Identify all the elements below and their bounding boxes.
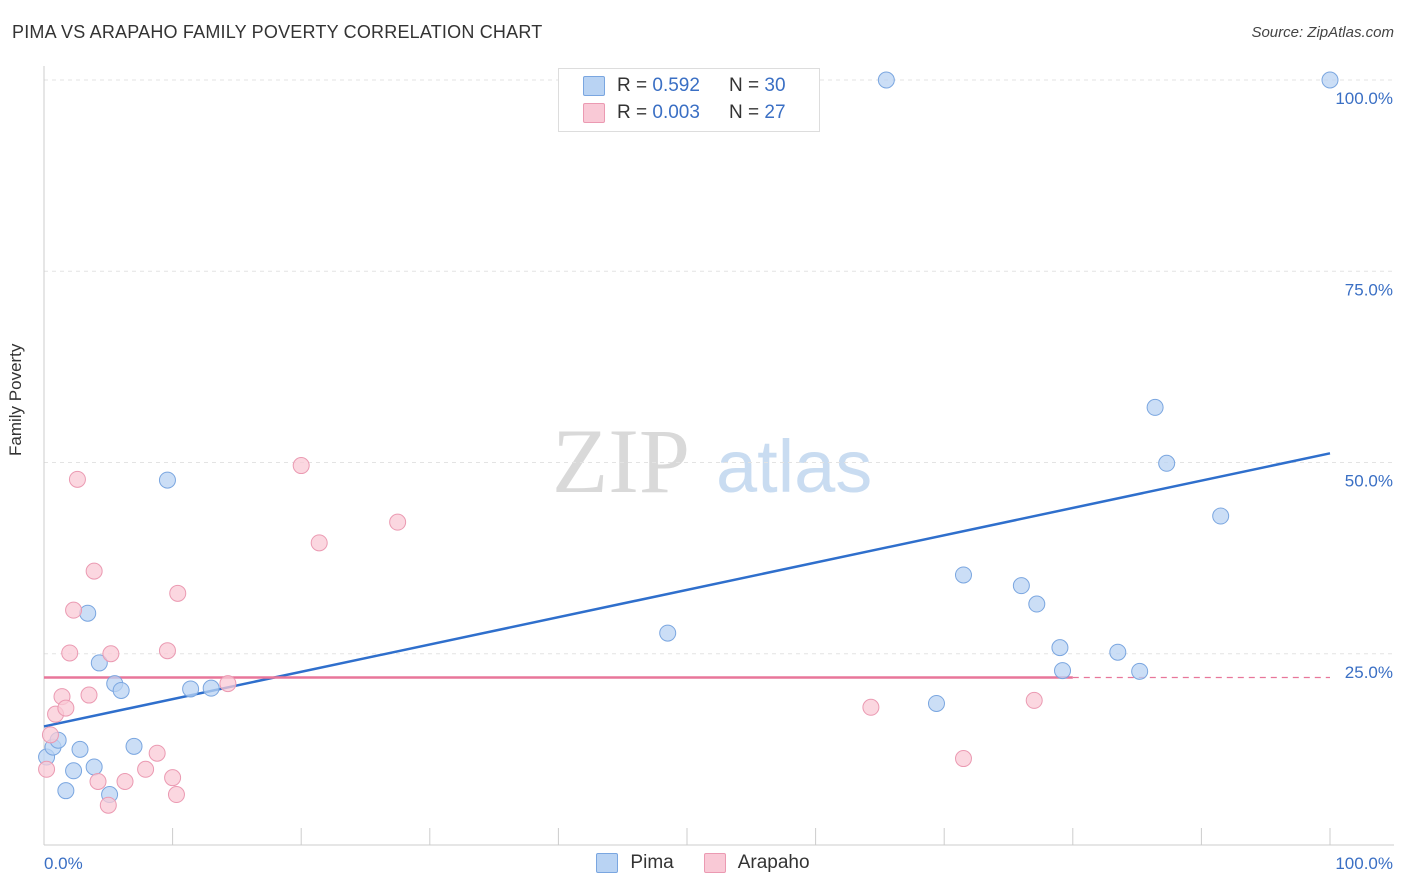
point-pima — [927, 694, 945, 712]
legend-swatch-pima — [583, 76, 605, 96]
watermark: ZIP atlas — [552, 410, 872, 512]
point-arapaho — [862, 698, 880, 716]
point-arapaho — [1025, 691, 1043, 709]
legend-item-pima: Pima — [596, 852, 674, 874]
x-tick-label: 0.0% — [44, 854, 83, 873]
point-arapaho — [116, 773, 134, 791]
point-arapaho — [167, 786, 185, 804]
point-arapaho — [158, 642, 176, 660]
point-arapaho — [57, 699, 75, 717]
point-pima — [954, 566, 972, 584]
point-arapaho — [219, 675, 237, 693]
trend-lines — [43, 452, 1331, 728]
stats-legend: R = 0.592 N = 30 R = 0.003 N = 27 — [558, 68, 820, 132]
point-pima — [1028, 595, 1046, 613]
chart-title: PIMA VS ARAPAHO FAMILY POVERTY CORRELATI… — [12, 22, 543, 42]
point-pima — [182, 680, 200, 698]
point-arapaho — [89, 773, 107, 791]
x-tick-labels: 0.0% 100.0% — [44, 854, 1393, 873]
point-arapaho — [85, 562, 103, 580]
point-pima — [202, 679, 220, 697]
grid — [44, 79, 1394, 655]
point-pima — [65, 762, 83, 780]
point-arapaho — [99, 796, 117, 814]
point-pima — [90, 654, 108, 672]
axes — [43, 66, 1394, 846]
legend-r-value-pima: 0.592 — [652, 75, 700, 96]
trend-line-pima — [43, 452, 1331, 728]
legend-swatch-pima — [596, 853, 619, 873]
point-pima — [877, 71, 895, 89]
point-arapaho — [102, 645, 120, 663]
point-pima — [1131, 662, 1149, 680]
point-pima — [57, 782, 75, 800]
legend-r-label: R = — [617, 102, 648, 123]
y-tick-label: 25.0% — [1345, 663, 1393, 682]
legend-label-arapaho: Arapaho — [737, 852, 810, 873]
watermark-atlas: atlas — [716, 425, 872, 508]
legend-r-label: R = — [617, 75, 648, 96]
point-pima — [79, 604, 97, 622]
point-arapaho — [164, 769, 182, 787]
y-tick-label: 50.0% — [1345, 472, 1393, 491]
legend-n-value-arapaho: 27 — [764, 102, 786, 123]
point-pima — [1212, 507, 1230, 525]
point-arapaho — [148, 744, 166, 762]
legend-n-value-pima: 30 — [764, 75, 786, 96]
point-arapaho — [954, 750, 972, 768]
legend-swatch-arapaho — [583, 103, 605, 123]
point-arapaho — [80, 686, 98, 704]
y-tick-labels: 25.0% 50.0% 75.0% 100.0% — [1335, 89, 1393, 682]
point-pima — [659, 624, 677, 642]
point-arapaho — [65, 601, 83, 619]
point-arapaho — [38, 760, 56, 778]
source-credit: Source: ZipAtlas.com — [1251, 24, 1394, 41]
point-pima — [158, 471, 176, 489]
point-pima — [1321, 71, 1339, 89]
point-arapaho — [292, 457, 310, 475]
legend-row-pima: R = 0.592 N = 30 — [583, 74, 786, 98]
legend-r-value-arapaho: 0.003 — [652, 102, 700, 123]
legend-swatch-arapaho — [703, 853, 726, 873]
point-pima — [71, 740, 89, 758]
point-arapaho — [137, 760, 155, 778]
point-arapaho — [61, 644, 79, 662]
legend-row-arapaho: R = 0.003 N = 27 — [583, 101, 786, 125]
point-arapaho — [310, 534, 328, 552]
point-pima — [1054, 662, 1072, 680]
y-tick-label: 100.0% — [1335, 89, 1393, 108]
point-pima — [85, 758, 103, 776]
legend-item-arapaho: Arapaho — [703, 852, 810, 874]
point-pima — [1146, 398, 1164, 416]
series-legend: Pima Arapaho — [0, 852, 1406, 874]
point-pima — [1012, 577, 1030, 595]
watermark-zip: ZIP — [552, 410, 690, 512]
point-pima — [125, 737, 143, 755]
legend-label-pima: Pima — [630, 852, 674, 873]
point-arapaho — [68, 470, 86, 488]
point-arapaho — [41, 726, 59, 744]
data-points — [38, 71, 1339, 814]
point-arapaho — [169, 584, 187, 602]
legend-n-label: N = — [729, 75, 760, 96]
point-pima — [112, 681, 130, 699]
point-arapaho — [389, 513, 407, 531]
x-tick-label: 100.0% — [1335, 854, 1393, 873]
point-pima — [1158, 454, 1176, 472]
point-pima — [1109, 643, 1127, 661]
legend-n-label: N = — [729, 102, 760, 123]
y-tick-label: 75.0% — [1345, 280, 1393, 299]
point-pima — [1051, 639, 1069, 657]
